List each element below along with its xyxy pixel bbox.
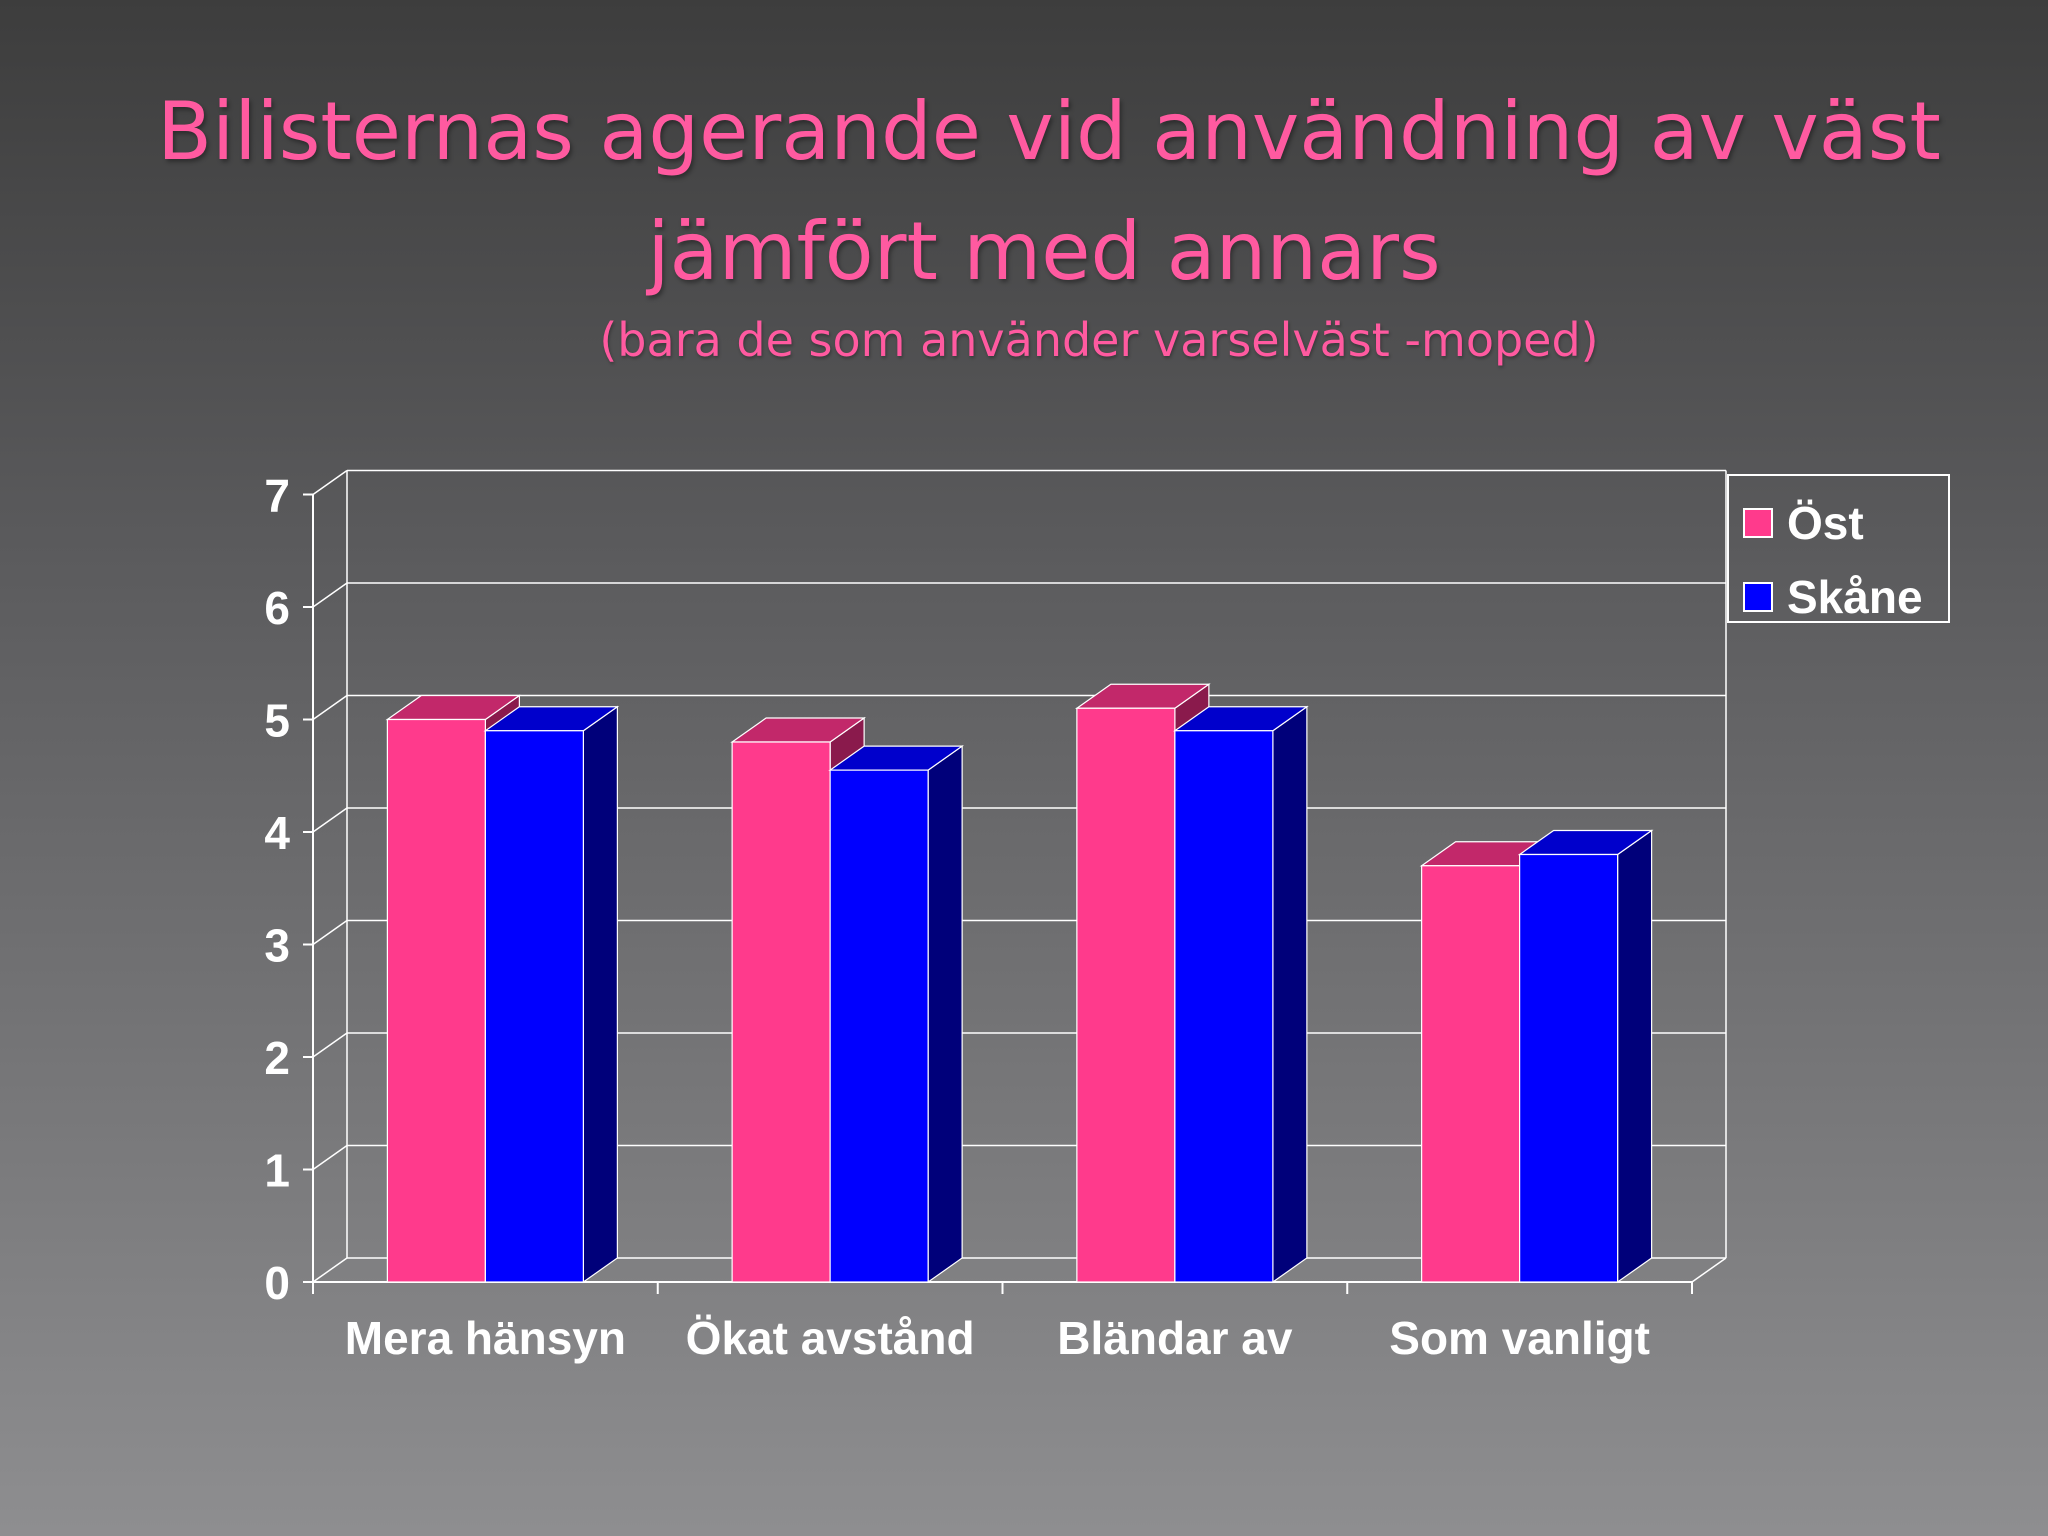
bar-skane xyxy=(1517,829,1654,1284)
bar-front xyxy=(484,730,584,1283)
y-tick-label: 7 xyxy=(264,470,290,522)
title-line-2: jämfört med annars xyxy=(647,205,1441,298)
bar-side xyxy=(1617,829,1653,1284)
bar-front xyxy=(1076,707,1176,1283)
y-tick-label: 0 xyxy=(264,1257,290,1309)
gridline-side xyxy=(312,919,348,946)
bar-front xyxy=(731,741,831,1283)
y-tick-label: 2 xyxy=(264,1032,290,1084)
bar-front xyxy=(1519,853,1619,1283)
x-category-label: Mera hänsyn xyxy=(345,1312,626,1364)
x-category-label: Som vanligt xyxy=(1389,1312,1650,1364)
x-category-label: Ökat avstånd xyxy=(686,1312,975,1364)
y-tick-label: 3 xyxy=(264,920,290,972)
gridline-side xyxy=(312,1032,348,1058)
slide-subtitle: (bara de som använder varselväst -moped) xyxy=(599,313,1599,367)
gridline-side xyxy=(312,582,348,608)
legend-swatch-ost xyxy=(1743,508,1773,538)
bar-front xyxy=(1174,730,1274,1283)
bar-side xyxy=(1272,705,1308,1284)
legend-swatch-skane xyxy=(1743,582,1773,612)
legend-item-skane: Skåne xyxy=(1743,570,1923,624)
bar-front xyxy=(1421,865,1521,1283)
floor-right-edge xyxy=(1691,1257,1727,1283)
title-line-1: Bilisternas agerande vid användning av v… xyxy=(157,85,1941,178)
y-tick-label: 1 xyxy=(264,1145,290,1197)
slide-title: Bilisternas agerande vid användning av v… xyxy=(0,72,2048,312)
gridline-side xyxy=(312,807,348,833)
gridline-side xyxy=(312,1257,348,1283)
x-category-label: Bländar av xyxy=(1057,1312,1293,1364)
y-tick-label: 5 xyxy=(264,695,290,747)
bar-skane xyxy=(483,705,620,1284)
gridline-side xyxy=(312,1144,348,1171)
gridline-side xyxy=(312,469,348,496)
legend-label-ost: Öst xyxy=(1787,497,1864,549)
bar-side xyxy=(927,744,963,1284)
bar-side xyxy=(582,705,618,1284)
gridline-side xyxy=(312,694,348,721)
bar-skane xyxy=(1172,705,1309,1284)
y-tick-label: 4 xyxy=(264,807,290,859)
chart-legend: Öst Skåne xyxy=(1727,474,1950,623)
legend-item-ost: Öst xyxy=(1743,496,1864,550)
y-tick-label: 6 xyxy=(264,582,290,634)
bar-skane xyxy=(828,744,965,1284)
bar-front xyxy=(829,769,929,1283)
bar-front xyxy=(386,718,486,1283)
legend-label-skane: Skåne xyxy=(1787,571,1923,623)
